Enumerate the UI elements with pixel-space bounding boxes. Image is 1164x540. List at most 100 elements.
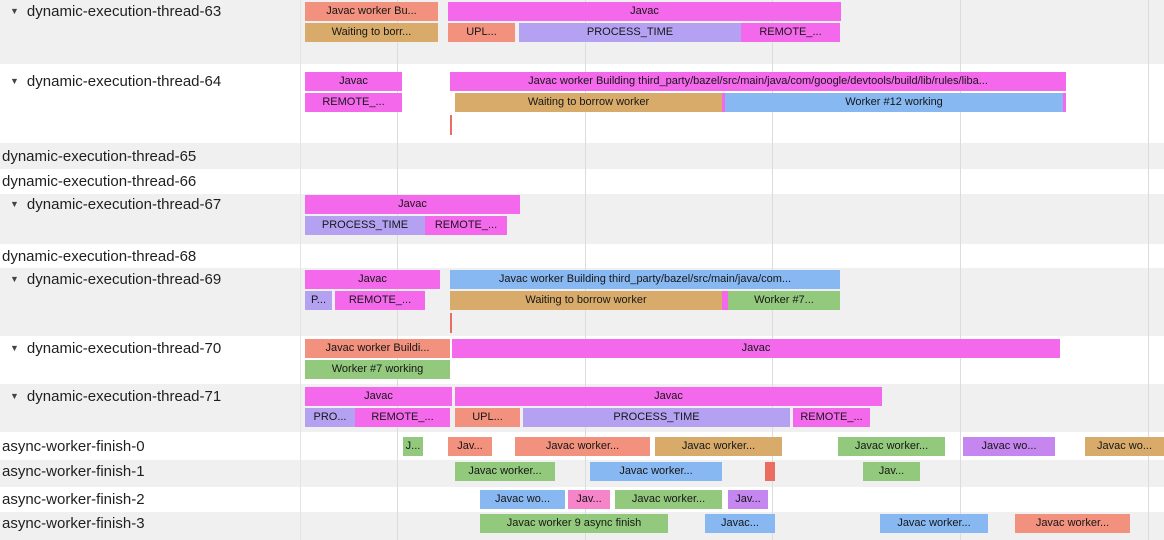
- grid-line: [1148, 0, 1149, 64]
- trace-event[interactable]: Javac: [305, 72, 402, 91]
- grid-line: [1148, 336, 1149, 384]
- trace-event[interactable]: Javac worker Bu...: [305, 2, 438, 21]
- trace-event[interactable]: Javac wo...: [480, 490, 565, 509]
- track-dynamic-execution-thread-66: dynamic-execution-thread-66: [0, 169, 1164, 194]
- collapse-toggle-icon[interactable]: ▼: [10, 199, 19, 209]
- track-dynamic-execution-thread-68: dynamic-execution-thread-68: [0, 244, 1164, 268]
- trace-event[interactable]: Javac worker Building third_party/bazel/…: [450, 270, 840, 289]
- sidebar-divider: [300, 336, 301, 384]
- grid-line: [960, 384, 961, 432]
- grid-line: [772, 194, 773, 244]
- trace-event-sliver[interactable]: [722, 93, 725, 112]
- trace-event[interactable]: UPL...: [448, 23, 515, 42]
- trace-event-sliver[interactable]: [450, 115, 452, 135]
- track-name: dynamic-execution-thread-70: [26, 340, 222, 357]
- track-dynamic-execution-thread-65: dynamic-execution-thread-65: [0, 143, 1164, 169]
- trace-event[interactable]: Jav...: [728, 490, 768, 509]
- trace-event[interactable]: PROCESS_TIME: [519, 23, 741, 42]
- collapse-toggle-icon[interactable]: ▼: [10, 343, 19, 353]
- trace-event[interactable]: Worker #12 working: [725, 93, 1063, 112]
- grid-line: [772, 244, 773, 268]
- grid-line: [1148, 512, 1149, 540]
- track-name: dynamic-execution-thread-68: [2, 247, 197, 265]
- trace-event[interactable]: Javac worker...: [838, 437, 945, 456]
- grid-line: [960, 336, 961, 384]
- trace-event[interactable]: Javac worker...: [455, 462, 555, 481]
- trace-event-sliver[interactable]: [722, 291, 728, 310]
- trace-event[interactable]: UPL...: [455, 408, 520, 427]
- sidebar-divider: [300, 0, 301, 64]
- grid-line: [772, 169, 773, 194]
- trace-event[interactable]: PROCESS_TIME: [305, 216, 425, 235]
- trace-event[interactable]: Javac wo...: [1085, 437, 1164, 456]
- track-label: ▼ dynamic-execution-thread-71: [0, 387, 300, 406]
- trace-event-sliver[interactable]: [450, 313, 452, 333]
- trace-event[interactable]: REMOTE_...: [335, 291, 425, 310]
- collapse-toggle-icon[interactable]: ▼: [10, 76, 19, 86]
- trace-event[interactable]: P...: [305, 291, 332, 310]
- trace-event[interactable]: PRO...: [305, 408, 355, 427]
- grid-line: [397, 487, 398, 512]
- track-name: async-worker-finish-3: [2, 515, 145, 532]
- grid-line: [960, 460, 961, 487]
- trace-event[interactable]: Jav...: [448, 437, 492, 456]
- trace-event[interactable]: Javac worker 9 async finish: [480, 514, 668, 533]
- trace-event[interactable]: Javac wo...: [963, 437, 1055, 456]
- collapse-toggle-icon[interactable]: ▼: [10, 274, 19, 284]
- grid-line: [960, 244, 961, 268]
- collapse-toggle-icon[interactable]: ▼: [10, 6, 19, 16]
- trace-event[interactable]: Waiting to borr...: [305, 23, 438, 42]
- trace-event[interactable]: Javac: [305, 387, 452, 406]
- trace-event[interactable]: Javac worker...: [655, 437, 782, 456]
- grid-line: [585, 336, 586, 384]
- trace-event[interactable]: Javac: [305, 195, 520, 214]
- trace-event[interactable]: Waiting to borrow worker: [450, 291, 722, 310]
- trace-event[interactable]: REMOTE_...: [305, 93, 402, 112]
- trace-event[interactable]: J...: [403, 437, 423, 456]
- track-label: dynamic-execution-thread-66: [0, 172, 300, 191]
- trace-event[interactable]: Javac worker Building third_party/bazel/…: [450, 72, 1066, 91]
- trace-event[interactable]: Javac worker Buildi...: [305, 339, 450, 358]
- grid-line: [1148, 194, 1149, 244]
- track-name: async-worker-finish-1: [2, 463, 145, 480]
- sidebar-divider: [300, 487, 301, 512]
- track-label: dynamic-execution-thread-65: [0, 147, 300, 166]
- track-label: async-worker-finish-2: [0, 490, 300, 509]
- track-label: async-worker-finish-0: [0, 437, 300, 456]
- track-dynamic-execution-thread-71: ▼ dynamic-execution-thread-71 Javac Javac PR…: [0, 384, 1164, 432]
- trace-event[interactable]: PROCESS_TIME: [523, 408, 790, 427]
- trace-event[interactable]: Javac worker...: [880, 514, 988, 533]
- trace-event[interactable]: Javac: [452, 339, 1060, 358]
- trace-event[interactable]: Jav...: [568, 490, 610, 509]
- trace-event[interactable]: Waiting to borrow worker: [455, 93, 722, 112]
- trace-event[interactable]: REMOTE_...: [355, 408, 450, 427]
- trace-event[interactable]: Javac: [305, 270, 440, 289]
- grid-line: [585, 194, 586, 244]
- grid-line: [772, 487, 773, 512]
- track-name: dynamic-execution-thread-67: [26, 196, 222, 213]
- trace-event[interactable]: Javac worker...: [590, 462, 722, 481]
- trace-event[interactable]: REMOTE_...: [793, 408, 870, 427]
- trace-event[interactable]: Javac worker...: [1015, 514, 1130, 533]
- trace-event-sliver[interactable]: [1063, 93, 1066, 112]
- grid-line: [1148, 460, 1149, 487]
- trace-event[interactable]: Javac: [455, 387, 882, 406]
- trace-event[interactable]: Javac worker...: [515, 437, 650, 456]
- trace-event-sliver[interactable]: [765, 462, 775, 481]
- collapse-toggle-icon[interactable]: ▼: [10, 391, 19, 401]
- trace-event[interactable]: Worker #7...: [728, 291, 840, 310]
- sidebar-divider: [300, 384, 301, 432]
- grid-line: [960, 143, 961, 169]
- sidebar-divider: [300, 169, 301, 194]
- trace-event[interactable]: REMOTE_...: [741, 23, 840, 42]
- sidebar-divider: [300, 432, 301, 460]
- trace-event[interactable]: Javac worker...: [615, 490, 722, 509]
- trace-event[interactable]: Javac: [448, 2, 841, 21]
- track-label: dynamic-execution-thread-68: [0, 247, 300, 266]
- trace-event[interactable]: Javac...: [705, 514, 775, 533]
- trace-event[interactable]: Worker #7 working: [305, 360, 450, 379]
- sidebar-divider: [300, 143, 301, 169]
- trace-event[interactable]: Jav...: [863, 462, 920, 481]
- trace-event[interactable]: REMOTE_...: [425, 216, 507, 235]
